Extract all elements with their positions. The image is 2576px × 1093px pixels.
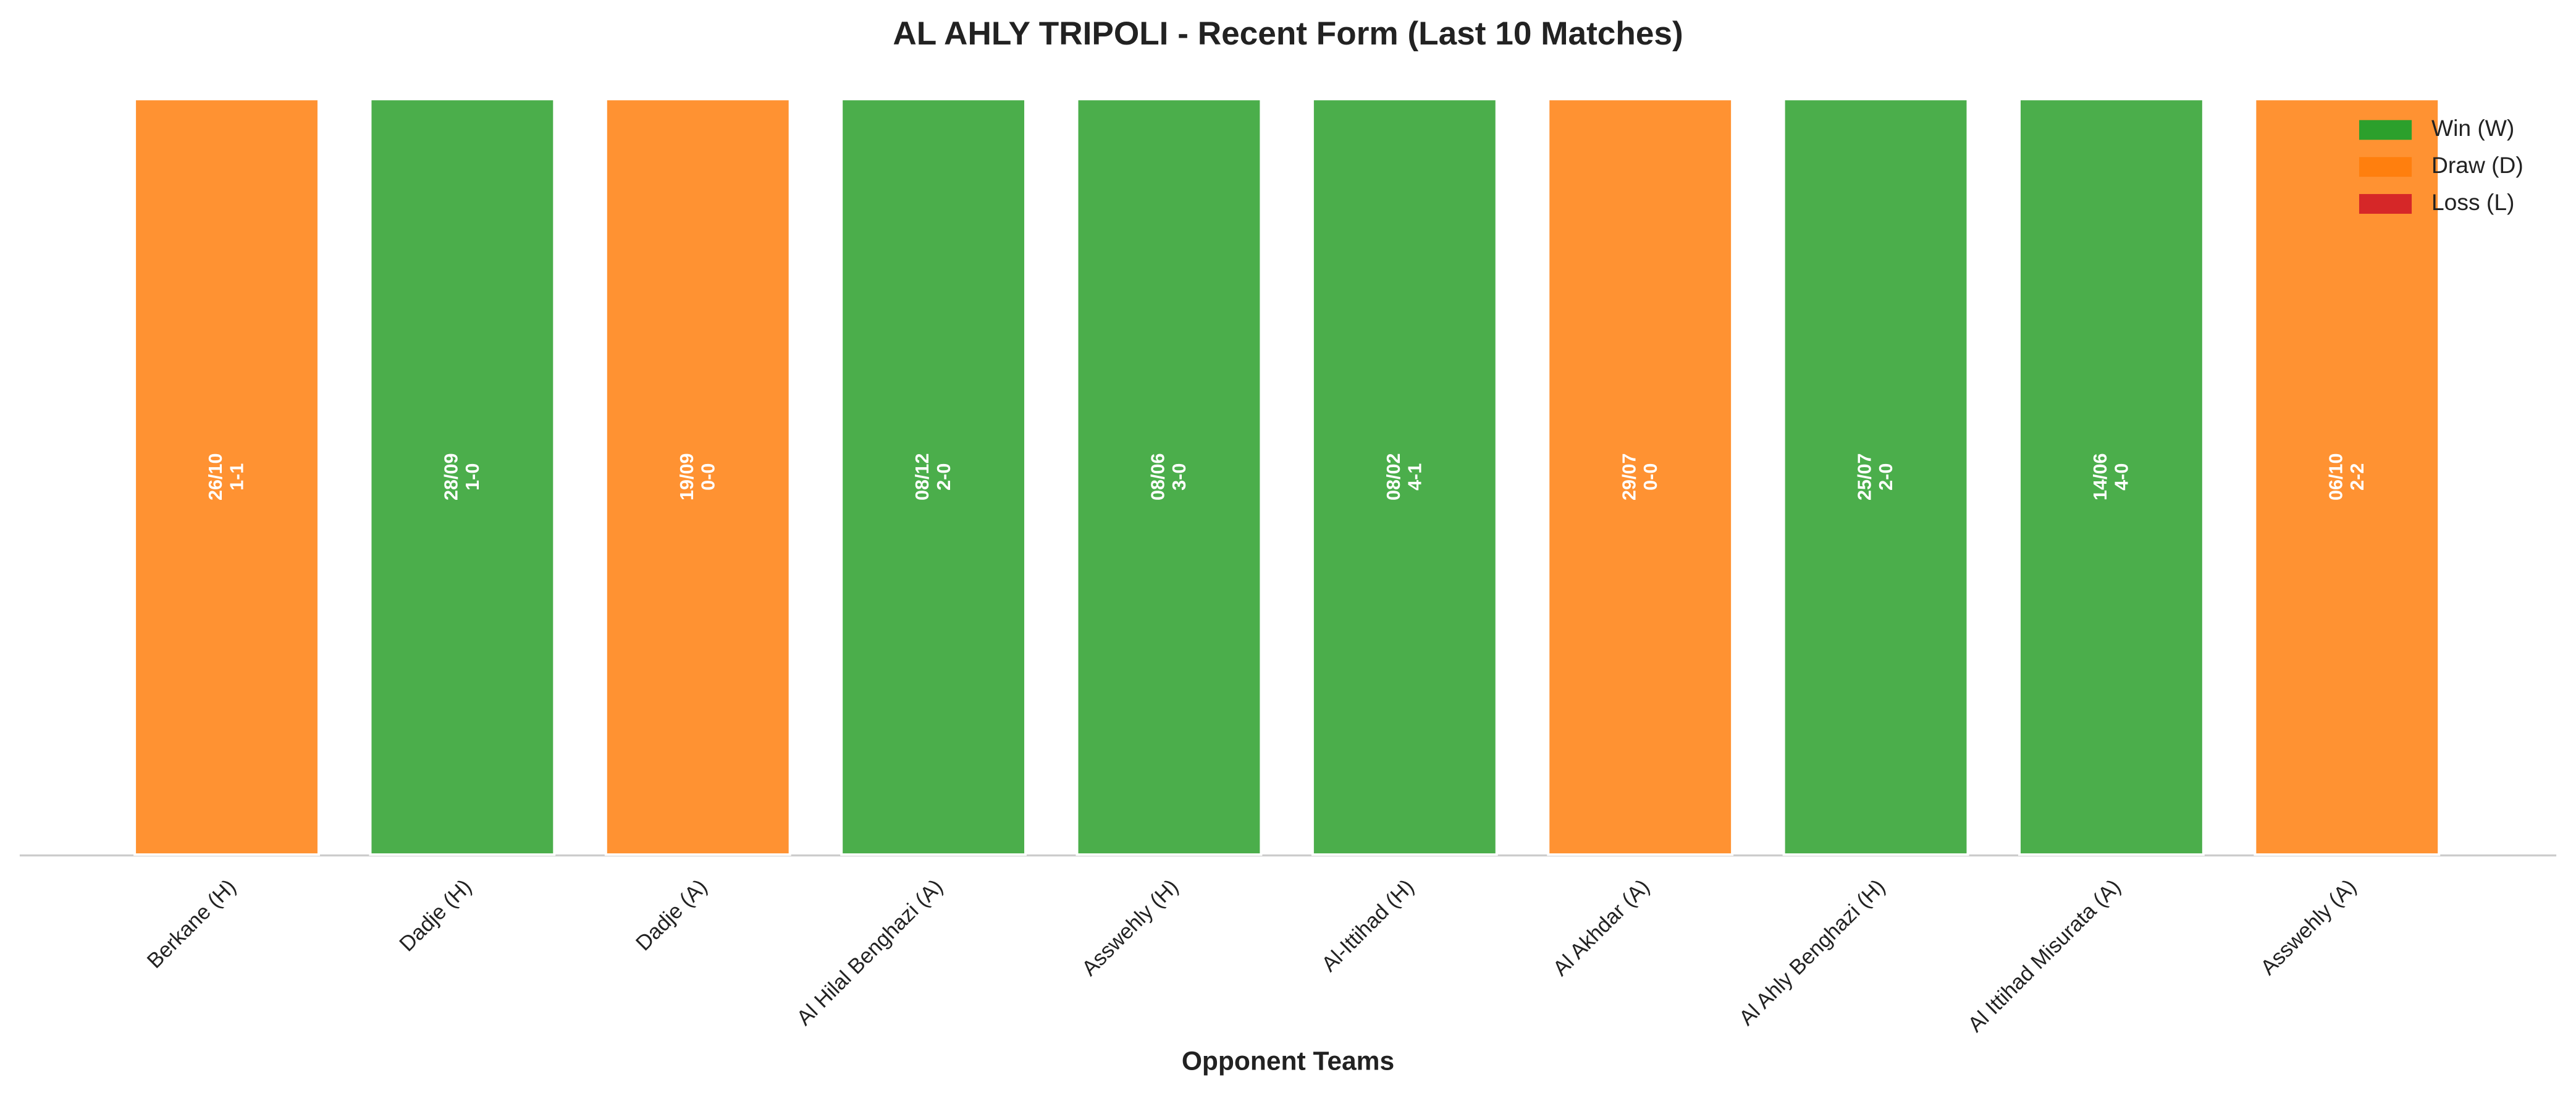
bar bbox=[369, 98, 556, 856]
bar bbox=[2254, 98, 2441, 856]
bar-score-label: 2-0 bbox=[933, 463, 954, 491]
x-tick-label: Al-Ittihad (H) bbox=[1317, 875, 1418, 976]
x-tick-label: Al Akhdar (A) bbox=[1549, 875, 1654, 981]
x-tick-label: Berkane (H) bbox=[143, 875, 241, 973]
chart-title: AL AHLY TRIPOLI - Recent Form (Last 10 M… bbox=[893, 15, 1683, 52]
legend-label: Loss (L) bbox=[2431, 189, 2514, 215]
x-tick-label: Asswehly (A) bbox=[2256, 875, 2360, 979]
legend-label: Win (W) bbox=[2431, 115, 2514, 141]
bar-date-label: 19/09 bbox=[676, 453, 697, 500]
bar-score-label: 4-0 bbox=[2111, 463, 2132, 491]
bar bbox=[2018, 98, 2205, 856]
bar-date-label: 25/07 bbox=[1854, 453, 1875, 500]
x-axis-label: Opponent Teams bbox=[1182, 1047, 1394, 1076]
bar-score-label: 0-0 bbox=[697, 463, 718, 491]
bar-date-label: 26/10 bbox=[205, 453, 226, 500]
x-tick-label: Dadje (A) bbox=[631, 875, 712, 955]
legend-swatch bbox=[2359, 194, 2412, 214]
x-tick-label: Al Ittihad Misurata (A) bbox=[1964, 875, 2126, 1037]
bar-score-label: 0-0 bbox=[1640, 463, 1661, 491]
legend-label: Draw (D) bbox=[2431, 152, 2523, 178]
legend-swatch bbox=[2359, 120, 2412, 140]
bar-score-label: 1-0 bbox=[462, 463, 483, 491]
x-tick-label: Dadje (H) bbox=[395, 875, 476, 956]
bar-score-label: 2-0 bbox=[1875, 463, 1896, 491]
bar-date-label: 28/09 bbox=[440, 453, 461, 500]
bar-date-label: 14/06 bbox=[2090, 453, 2111, 500]
x-tick-label: Al Ahly Benghazi (H) bbox=[1735, 875, 1890, 1030]
bar bbox=[133, 98, 320, 856]
bar-score-label: 3-0 bbox=[1169, 463, 1190, 491]
x-tick-label: Al Hilal Benghazi (A) bbox=[793, 875, 948, 1030]
x-tick-label: Asswehly (H) bbox=[1077, 875, 1183, 981]
bar-score-label: 4-1 bbox=[1405, 463, 1426, 491]
bar bbox=[1547, 98, 1734, 856]
bar bbox=[840, 98, 1027, 856]
bar-date-label: 08/06 bbox=[1148, 453, 1169, 500]
legend-swatch bbox=[2359, 157, 2412, 177]
bar-score-label: 2-2 bbox=[2347, 463, 2368, 491]
bar-date-label: 08/12 bbox=[912, 453, 933, 500]
bar-score-label: 1-1 bbox=[227, 463, 248, 491]
bar bbox=[1311, 98, 1498, 856]
bar-date-label: 06/10 bbox=[2325, 453, 2346, 500]
bar bbox=[1782, 98, 1969, 856]
bar bbox=[604, 98, 791, 856]
bar-date-label: 08/02 bbox=[1383, 453, 1404, 500]
bar bbox=[1075, 98, 1263, 856]
bar-date-label: 29/07 bbox=[1618, 453, 1639, 500]
